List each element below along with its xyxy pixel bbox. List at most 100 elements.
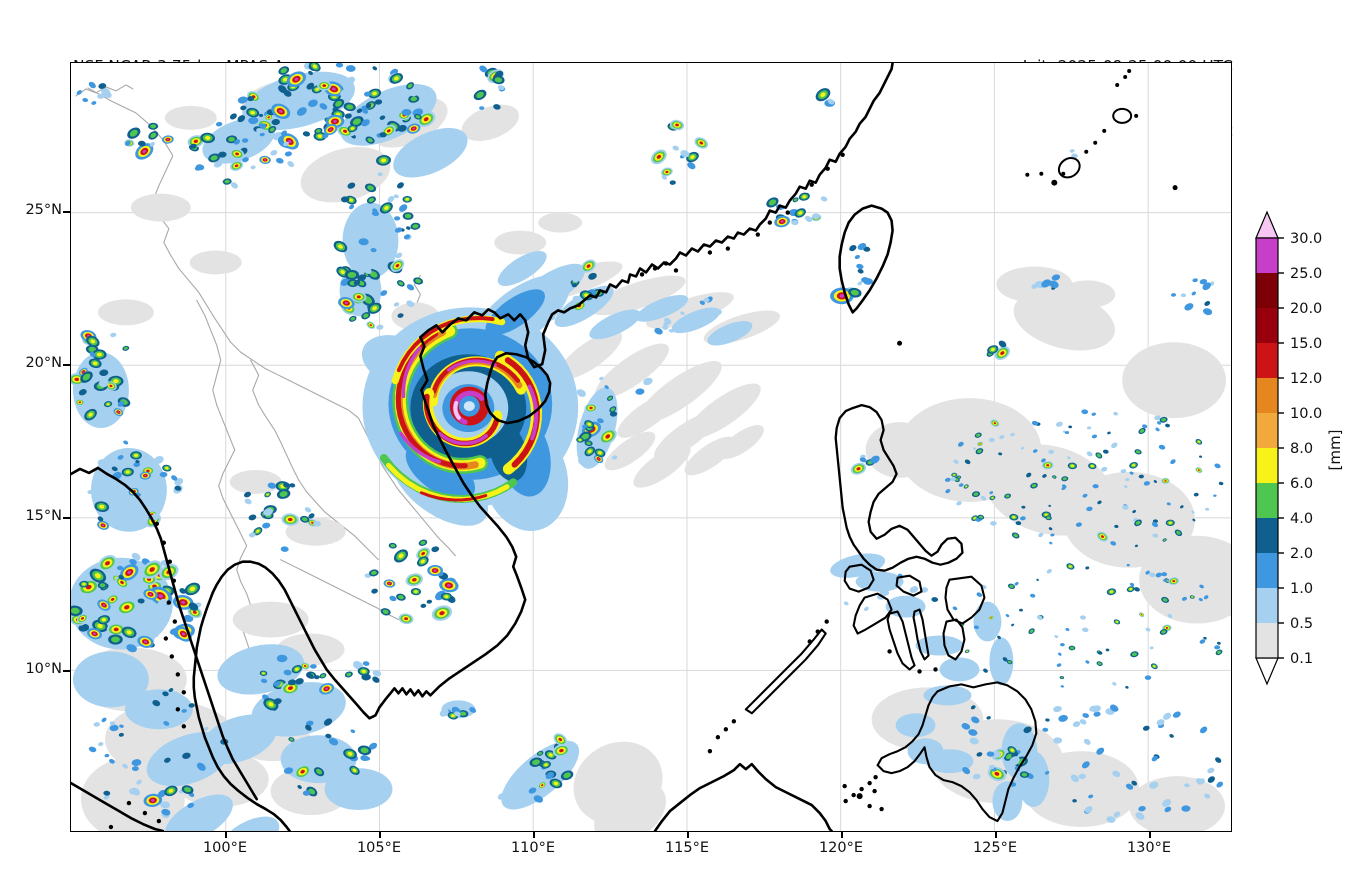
precip-cell-l7 xyxy=(780,220,784,223)
precip-cell-l5 xyxy=(398,553,404,559)
precip-cell-l1 xyxy=(1195,778,1204,785)
precip-cell-l4 xyxy=(301,517,308,522)
island-dot xyxy=(166,600,172,605)
precip-cell-l2 xyxy=(305,720,314,727)
precip-cell-l3 xyxy=(372,66,378,71)
precip-cell-l5 xyxy=(587,449,592,454)
precip-cell-l6 xyxy=(395,263,400,268)
precip-cell-l3 xyxy=(1114,524,1119,529)
light-precip-area xyxy=(595,343,669,399)
precip-cell-l1 xyxy=(909,586,919,593)
precip-cell-l3 xyxy=(323,718,333,726)
precip-cell-l4 xyxy=(1217,650,1222,655)
precip-cell-l7 xyxy=(264,159,267,161)
precip-cell-l2 xyxy=(962,766,971,775)
light-precip-area xyxy=(229,469,282,494)
precip-cell-l5 xyxy=(340,270,345,275)
precip-cell-l2 xyxy=(117,455,124,460)
precip-cell-l4 xyxy=(1135,450,1141,454)
precip-cell-l2 xyxy=(1203,595,1209,600)
light-precip-area xyxy=(97,299,154,326)
precip-cell-l7 xyxy=(329,128,332,131)
precip-cell-l3 xyxy=(240,105,247,111)
precip-cell-l2 xyxy=(1200,726,1208,734)
precip-cell-l2 xyxy=(259,132,265,137)
precip-cell-l1 xyxy=(157,768,167,775)
precip-cell-l1 xyxy=(980,495,987,501)
precip-cell-l1 xyxy=(1149,646,1154,650)
precip-cell-l6 xyxy=(343,129,348,133)
precip-cell-l2 xyxy=(1060,643,1065,647)
island-dot xyxy=(167,559,173,564)
precip-cell-l2 xyxy=(361,119,370,127)
light-precip-area xyxy=(189,250,242,275)
precip-cell-l4 xyxy=(398,595,404,600)
island-dot xyxy=(639,272,645,277)
precip-cell-l3 xyxy=(970,705,976,710)
precip-cell-l1 xyxy=(820,196,828,202)
y-tick-mark xyxy=(63,211,70,213)
precip-cell-l2 xyxy=(241,138,249,143)
precip-cell-l2 xyxy=(119,724,124,728)
precip-cell-l4 xyxy=(586,441,591,445)
precip-cell-l1 xyxy=(969,737,979,745)
precip-cell-l1 xyxy=(599,376,604,381)
precip-cell-l3 xyxy=(135,460,140,464)
precipitation-map xyxy=(71,63,1231,831)
precip-cell-l4 xyxy=(1029,629,1034,633)
island-dot xyxy=(851,792,856,798)
typhoon-rainband xyxy=(396,316,495,373)
precip-cell-l2 xyxy=(276,654,288,663)
precip-cell-l4 xyxy=(368,197,375,203)
precip-cell-l2 xyxy=(194,166,201,171)
precip-cell-l2 xyxy=(1125,783,1134,790)
precip-cell-l4 xyxy=(363,313,369,318)
precip-cell-l3 xyxy=(493,104,501,110)
light-precip-area xyxy=(590,275,686,316)
precip-cell-l1 xyxy=(675,325,681,330)
precip-cell-l1 xyxy=(1046,569,1052,574)
precip-cell-l1 xyxy=(1191,510,1195,514)
precip-cell-l5 xyxy=(350,127,355,130)
precip-cell-l6 xyxy=(369,324,372,327)
precip-cell-l2 xyxy=(126,644,137,653)
precip-cell-l6 xyxy=(1172,580,1176,583)
light-precip-area xyxy=(1122,342,1227,419)
precip-cell-l2 xyxy=(284,151,292,157)
precip-cell-l2 xyxy=(401,109,412,116)
precip-cell-l3 xyxy=(302,131,311,137)
precip-cell-l3 xyxy=(588,272,597,280)
precip-cell-l4 xyxy=(1005,494,1010,498)
precip-cell-l3 xyxy=(1165,423,1170,428)
precip-cell-l3 xyxy=(152,700,161,707)
precip-cell-l3 xyxy=(1132,510,1136,514)
precip-cell-l1 xyxy=(1036,615,1043,621)
island-dot xyxy=(1123,74,1128,79)
precip-cell-l6 xyxy=(856,467,861,471)
precip-cell-l2 xyxy=(989,491,994,495)
precip-cell-l2 xyxy=(88,81,96,89)
precip-cell-l1 xyxy=(93,398,100,404)
moderate-precip-area xyxy=(1017,751,1050,808)
precip-cell-l4 xyxy=(1069,646,1074,650)
precip-cell-l4 xyxy=(390,544,396,548)
precip-cell-l3 xyxy=(371,588,378,594)
island-dot xyxy=(1061,171,1066,176)
island-dot xyxy=(175,707,181,712)
country-border xyxy=(87,87,456,557)
precip-cell-l5 xyxy=(266,493,269,496)
precip-cell-l1 xyxy=(1072,721,1081,728)
precip-cell-l1 xyxy=(662,325,669,330)
light-precip-area xyxy=(538,212,583,233)
precip-cell-l2 xyxy=(1216,781,1224,788)
precip-cell-l3 xyxy=(164,757,171,763)
precip-cell-l3 xyxy=(976,752,983,757)
precip-cell-l2 xyxy=(1181,596,1188,601)
precip-cell-l1 xyxy=(157,694,165,701)
precip-cell-l3 xyxy=(325,733,332,739)
precip-cell-l1 xyxy=(1101,466,1108,472)
precip-cell-l3 xyxy=(190,143,197,149)
precip-cell-l1 xyxy=(1067,456,1071,460)
precip-cell-l2 xyxy=(545,772,555,780)
precip-cell-l2 xyxy=(1199,584,1204,589)
